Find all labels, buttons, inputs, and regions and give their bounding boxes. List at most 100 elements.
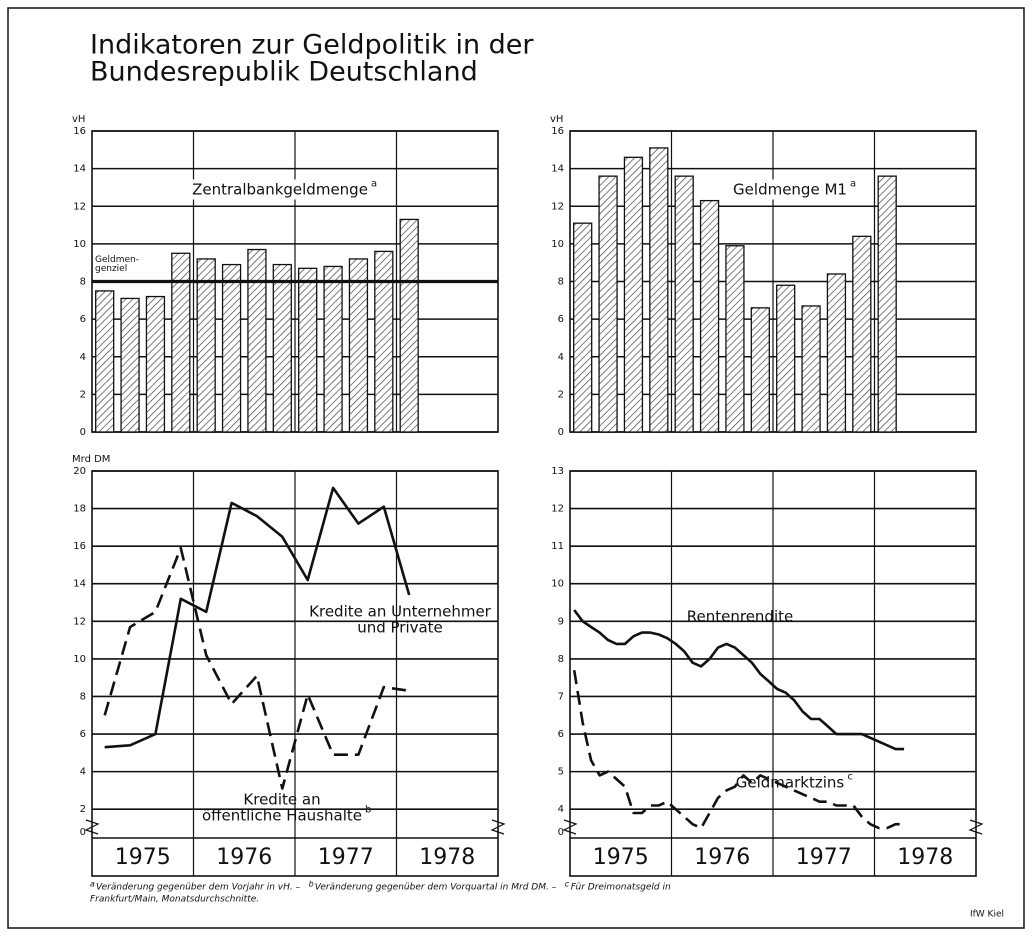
y-tick-label: 16 [551,126,564,137]
bar [95,290,115,433]
frame [7,7,1025,929]
y-tick-label: 6 [80,314,86,325]
bar [826,273,847,433]
bar [145,295,166,433]
series-label: Zentralbankgeldmenge [192,181,368,199]
footnote-marker: a [90,880,95,889]
y-tick-label: 14 [551,164,564,175]
y-tick-label: 4 [80,352,86,363]
y-tick-label: 18 [73,504,86,515]
y-tick-label: 0 [80,427,86,438]
y-tick-label: 2 [80,389,86,400]
year-label: 1975 [115,845,171,870]
title-line: Bundesrepublik Deutschland [90,57,478,88]
label-bg [188,179,382,200]
target-label: Geldmen- [95,255,139,265]
year-label: 1977 [318,845,374,870]
y-tick-label: 0 [558,827,564,838]
bar [399,218,419,433]
line [104,486,411,749]
bar [623,156,644,433]
series-label: und Private [357,619,443,637]
bar [196,258,216,433]
y-tick-label: 11 [551,541,564,552]
bar [598,175,618,433]
footnote-marker: b [309,880,314,889]
y-tick-label: 12 [73,616,86,627]
y-axis-label: vH [550,114,563,125]
footnote-text: Für Dreimonatsgeld in [571,883,671,893]
year-label: 1978 [897,845,953,870]
bar [221,263,242,433]
year-label: 1978 [419,845,475,870]
bar [374,250,394,433]
bar [750,307,770,433]
y-tick-label: 5 [558,767,564,778]
bar [247,248,267,433]
y-tick-label: 0 [80,827,86,838]
y-tick-label: 20 [73,466,86,477]
source: IfW Kiel [970,910,1004,920]
y-tick-label: 4 [558,804,564,815]
line [573,609,905,751]
bar [725,245,745,433]
y-tick-label: 13 [551,466,564,477]
y-tick-label: 8 [558,654,564,665]
bar [674,175,694,433]
y-tick-label: 12 [73,201,86,212]
y-tick-label: 9 [558,616,564,627]
y-tick-label: 16 [73,541,86,552]
y-tick-label: 4 [558,352,564,363]
y-tick-label: 12 [551,201,564,212]
y-tick-label: 12 [551,504,564,515]
footnote-marker: c [565,880,570,889]
label-bg [729,179,861,200]
y-tick-label: 10 [551,579,564,590]
y-tick-label: 16 [73,126,86,137]
series-label: Rentenrendite [687,608,793,626]
series-label: Geldmenge M1 [733,181,847,199]
y-tick-label: 8 [558,277,564,288]
year-label: 1976 [216,845,272,870]
y-tick-label: 4 [80,767,86,778]
y-tick-label: 8 [80,277,86,288]
line [103,546,410,790]
year-label: 1976 [694,845,750,870]
bar [171,252,191,433]
y-tick-label: 10 [551,239,564,250]
y-tick-label: 8 [80,691,86,702]
line [572,669,905,830]
year-label: 1977 [796,845,852,870]
series-label: Kredite an [243,791,320,809]
bar [801,305,821,433]
y-tick-label: 10 [73,654,86,665]
y-tick-label: 6 [558,314,564,325]
series-label: öffentliche Haushalte [202,807,362,825]
bar [120,297,140,433]
footnote-marker: a [371,179,377,190]
y-axis-label: Mrd DM [72,454,110,465]
bar [649,147,669,433]
footnote-text: Veränderung gegenüber dem Vorquartal in … [315,883,557,893]
bar [573,222,593,433]
bar [877,175,897,433]
series-label: Geldmarktzins [736,774,845,792]
bar [298,267,318,433]
y-tick-label: 7 [558,691,564,702]
bar [348,258,369,433]
footnote-marker: c [847,772,853,783]
footnote-marker: b [365,805,371,816]
y-tick-label: 14 [73,579,86,590]
year-label: 1975 [593,845,649,870]
target-label: genziel [95,264,127,274]
bar [776,284,796,433]
footnote-text: Frankfurt/Main, Monatsdurchschnitte. [90,895,259,905]
y-axis-label: vH [72,114,85,125]
bar [272,263,292,433]
y-tick-label: 6 [80,729,86,740]
bar [852,235,872,433]
footnote-text: Veränderung gegenüber dem Vorjahr in vH.… [96,883,301,893]
y-tick-label: 14 [73,164,86,175]
title-line: Indikatoren zur Geldpolitik in der [90,30,534,61]
